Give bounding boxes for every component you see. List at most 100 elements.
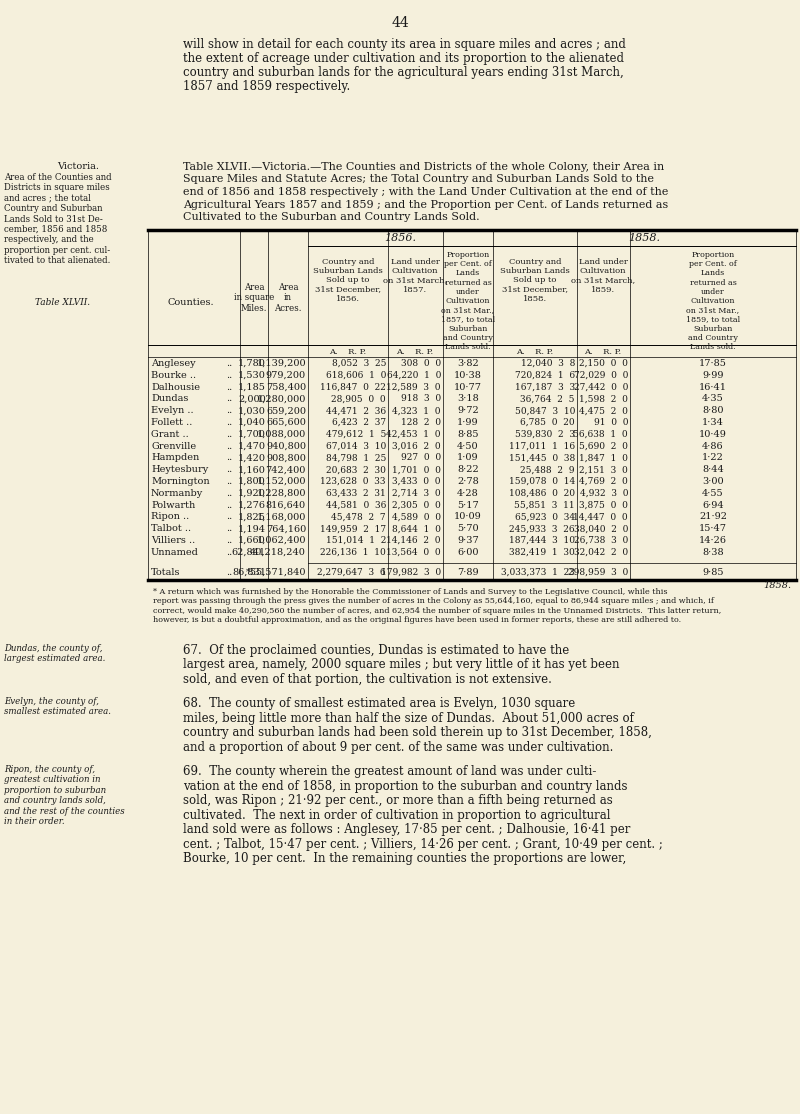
Text: 1,280,000: 1,280,000: [257, 394, 306, 403]
Text: correct, would make 40,290,560 the number of acres, and 62,954 the number of squ: correct, would make 40,290,560 the numbe…: [153, 607, 722, 615]
Text: 62,841: 62,841: [232, 548, 266, 557]
Text: 6·94: 6·94: [702, 500, 724, 509]
Text: 4,932  3  0: 4,932 3 0: [579, 489, 628, 498]
Text: Table XLVII.—Victoria.—The Counties and Districts of the whole Colony, their Are: Table XLVII.—Victoria.—The Counties and …: [183, 162, 664, 172]
Text: 3,433  0  0: 3,433 0 0: [393, 477, 441, 486]
Text: 72,029  0  0: 72,029 0 0: [574, 371, 628, 380]
Text: 816,640: 816,640: [266, 500, 306, 509]
Text: 159,078  0  14: 159,078 0 14: [509, 477, 575, 486]
Text: ..: ..: [226, 441, 232, 450]
Text: 63,433  2  31: 63,433 2 31: [326, 489, 386, 498]
Text: and a proportion of about 9 per cent. of the same was under cultivation.: and a proportion of about 9 per cent. of…: [183, 741, 614, 753]
Text: 7·89: 7·89: [457, 568, 479, 577]
Text: 9·85: 9·85: [702, 568, 724, 577]
Text: 1,185: 1,185: [238, 382, 266, 392]
Text: land sold were as follows : Anglesey, 17·85 per cent. ; Dalhousie, 16·41 per: land sold were as follows : Anglesey, 17…: [183, 823, 630, 837]
Text: 4·28: 4·28: [457, 489, 479, 498]
Text: 123,628  0  33: 123,628 0 33: [321, 477, 386, 486]
Text: ..: ..: [226, 500, 232, 509]
Text: 108,486  0  20: 108,486 0 20: [509, 489, 575, 498]
Text: 13,564  0  0: 13,564 0 0: [386, 548, 441, 557]
Text: 8·38: 8·38: [702, 548, 724, 557]
Text: ..: ..: [226, 548, 232, 557]
Text: 979,200: 979,200: [266, 371, 306, 380]
Text: Dalhousie: Dalhousie: [151, 382, 200, 392]
Text: 1,660: 1,660: [238, 536, 266, 545]
Text: 44: 44: [391, 16, 409, 30]
Text: 151,445  0  38: 151,445 0 38: [509, 453, 575, 462]
Text: 12,589  3  0: 12,589 3 0: [386, 382, 441, 392]
Text: 618,606  1  0: 618,606 1 0: [326, 371, 386, 380]
Text: Unnamed: Unnamed: [151, 548, 199, 557]
Text: ..: ..: [226, 359, 232, 368]
Text: 91  0  0: 91 0 0: [594, 418, 628, 427]
Text: Cultivated to the Suburban and Country Lands Sold.: Cultivated to the Suburban and Country L…: [183, 212, 480, 222]
Text: 187,444  3  10: 187,444 3 10: [509, 536, 575, 545]
Text: 45,478  2  7: 45,478 2 7: [331, 512, 386, 521]
Text: 1,701  0  0: 1,701 0 0: [392, 466, 441, 475]
Text: ..: ..: [226, 371, 232, 380]
Text: end of 1856 and 1858 respectively ; with the Land Under Cultivation at the end o: end of 1856 and 1858 respectively ; with…: [183, 187, 668, 197]
Text: 1,780: 1,780: [238, 359, 266, 368]
Text: 16·41: 16·41: [699, 382, 727, 392]
Text: 10·38: 10·38: [454, 371, 482, 380]
Text: 4·55: 4·55: [702, 489, 724, 498]
Text: Proportion
per Cent. of
Lands
returned as
under
Cultivation
on 31st Mar.,
1859, : Proportion per Cent. of Lands returned a…: [686, 251, 740, 351]
Text: 4·86: 4·86: [702, 441, 724, 450]
Text: Ripon, the county of,
greatest cultivation in
proportion to suburban
and country: Ripon, the county of, greatest cultivati…: [4, 765, 125, 827]
Text: Land under
Cultivation
on 31st March,
1857.: Land under Cultivation on 31st March, 18…: [383, 258, 447, 294]
Text: 479,612  1  5: 479,612 1 5: [326, 430, 386, 439]
Text: 1,228,800: 1,228,800: [257, 489, 306, 498]
Text: Agricultural Years 1857 and 1859 ; and the Proportion per Cent. of Lands returne: Agricultural Years 1857 and 1859 ; and t…: [183, 199, 668, 209]
Text: 1,152,000: 1,152,000: [257, 477, 306, 486]
Text: Anglesey: Anglesey: [151, 359, 196, 368]
Text: country and suburban lands for the agricultural years ending 31st March,: country and suburban lands for the agric…: [183, 66, 624, 79]
Text: 14,146  2  0: 14,146 2 0: [386, 536, 441, 545]
Text: 298,959  3  0: 298,959 3 0: [568, 568, 628, 577]
Text: Grenville: Grenville: [151, 441, 196, 450]
Text: 167,187  3  3: 167,187 3 3: [515, 382, 575, 392]
Text: 6·00: 6·00: [458, 548, 478, 557]
Text: 1,530: 1,530: [238, 371, 266, 380]
Text: ..: ..: [226, 568, 232, 577]
Text: ..: ..: [226, 489, 232, 498]
Text: 9·99: 9·99: [702, 371, 724, 380]
Text: 15·47: 15·47: [699, 525, 727, 534]
Text: 1858.: 1858.: [628, 233, 660, 243]
Text: Dundas, the county of,
largest estimated area.: Dundas, the county of, largest estimated…: [4, 644, 106, 663]
Text: 65,923  0  34: 65,923 0 34: [515, 512, 575, 521]
Text: 2·78: 2·78: [457, 477, 479, 486]
Text: 8·44: 8·44: [702, 466, 724, 475]
Text: 4,323  1  0: 4,323 1 0: [393, 407, 441, 416]
Text: 3·18: 3·18: [457, 394, 479, 403]
Text: 86,831: 86,831: [232, 568, 266, 577]
Text: the extent of acreage under cultivation and its proportion to the alienated: the extent of acreage under cultivation …: [183, 52, 624, 65]
Text: ..: ..: [226, 525, 232, 534]
Text: 1,194: 1,194: [238, 525, 266, 534]
Text: 40,218,240: 40,218,240: [250, 548, 306, 557]
Text: 10·49: 10·49: [699, 430, 727, 439]
Text: 1,276: 1,276: [238, 500, 266, 509]
Text: Heytesbury: Heytesbury: [151, 466, 208, 475]
Text: 5·17: 5·17: [457, 500, 479, 509]
Text: 14·26: 14·26: [699, 536, 727, 545]
Text: 8,644  1  0: 8,644 1 0: [392, 525, 441, 534]
Text: 10·77: 10·77: [454, 382, 482, 392]
Text: 1·99: 1·99: [457, 418, 479, 427]
Text: 927  0  0: 927 0 0: [401, 453, 441, 462]
Text: 69.  The county wherein the greatest amount of land was under culti-: 69. The county wherein the greatest amou…: [183, 765, 596, 778]
Text: 1,168,000: 1,168,000: [257, 512, 306, 521]
Text: 2,279,647  3  6: 2,279,647 3 6: [318, 568, 386, 577]
Text: 4,589  0  0: 4,589 0 0: [392, 512, 441, 521]
Text: A.    R. P.: A. R. P.: [517, 348, 554, 356]
Text: 245,933  3  26: 245,933 3 26: [510, 525, 575, 534]
Text: 1,062,400: 1,062,400: [257, 536, 306, 545]
Text: 1,088,000: 1,088,000: [257, 430, 306, 439]
Text: 764,160: 764,160: [266, 525, 306, 534]
Text: * A return which was furnished by the Honorable the Commissioner of Lands and Su: * A return which was furnished by the Ho…: [153, 587, 667, 596]
Text: 149,959  2  17: 149,959 2 17: [320, 525, 386, 534]
Text: A.    R. P.: A. R. P.: [397, 348, 434, 356]
Text: however, is but a doubtful approximation, and as the original figures have been : however, is but a doubtful approximation…: [153, 616, 681, 624]
Text: 12,040  3  8: 12,040 3 8: [521, 359, 575, 368]
Text: 4,769  2  0: 4,769 2 0: [579, 477, 628, 486]
